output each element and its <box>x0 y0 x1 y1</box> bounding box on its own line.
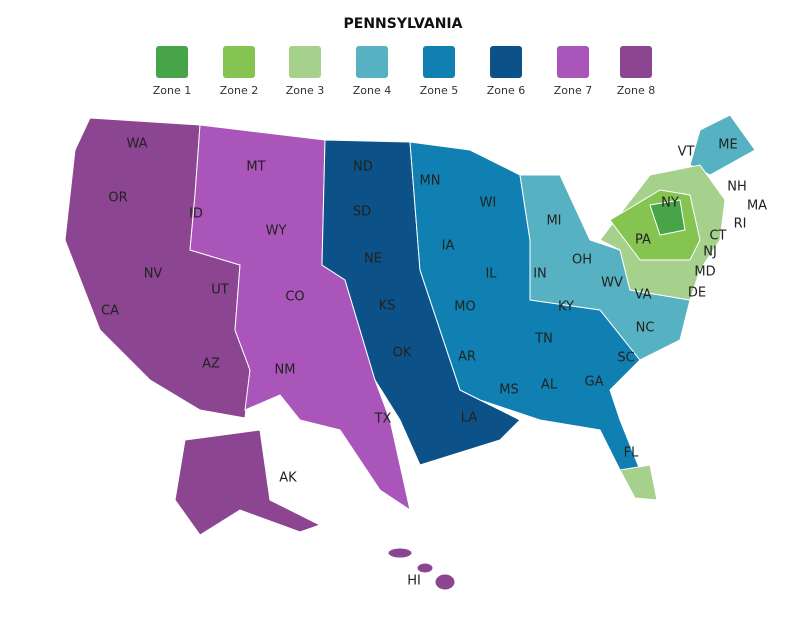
state-label: MT <box>246 160 265 175</box>
state-label: WY <box>266 224 287 239</box>
state-label: CT <box>709 229 726 244</box>
legend-label: Zone 4 <box>353 84 392 97</box>
zone-region <box>387 547 413 559</box>
state-label: GA <box>585 375 604 390</box>
zone-region <box>519 174 691 361</box>
state-label: NM <box>275 363 296 378</box>
state-label: OR <box>108 191 127 206</box>
state-label: IA <box>442 239 455 254</box>
state-label: NV <box>144 267 163 282</box>
state-label: HI <box>407 574 421 589</box>
state-label: SD <box>353 205 371 220</box>
legend-swatch <box>490 46 522 78</box>
state-label: LA <box>461 411 478 426</box>
state-label: DE <box>688 286 706 301</box>
state-label: ND <box>353 160 373 175</box>
state-label: WA <box>126 137 147 152</box>
state-label: TX <box>374 412 392 427</box>
zone-region <box>174 429 322 536</box>
state-label: MA <box>747 199 767 214</box>
state-label: MN <box>420 174 441 189</box>
zone-region <box>416 562 434 574</box>
state-label: MI <box>546 214 561 229</box>
state-label: NJ <box>703 245 717 260</box>
map-title: PENNSYLVANIA <box>344 16 463 32</box>
zone-region <box>689 114 756 176</box>
state-label: CO <box>285 290 304 305</box>
state-label: WV <box>601 276 623 291</box>
zone-region <box>619 464 658 501</box>
state-label: NE <box>364 252 382 267</box>
legend-swatch <box>156 46 188 78</box>
legend-swatch <box>557 46 589 78</box>
legend-swatch <box>289 46 321 78</box>
state-label: FL <box>624 446 639 461</box>
legend-swatch <box>620 46 652 78</box>
state-label: NC <box>636 321 655 336</box>
state-label: AR <box>458 350 476 365</box>
state-label: IN <box>533 267 547 282</box>
state-label: MD <box>694 265 715 280</box>
state-label: NH <box>727 180 747 195</box>
legend-label: Zone 8 <box>617 84 656 97</box>
state-label: PA <box>635 233 651 248</box>
legend-label: Zone 1 <box>153 84 192 97</box>
zone-region <box>434 573 456 591</box>
state-label: MO <box>454 300 475 315</box>
legend-label: Zone 5 <box>420 84 459 97</box>
state-label: VA <box>635 288 652 303</box>
legend-label: Zone 6 <box>487 84 526 97</box>
legend-swatch <box>356 46 388 78</box>
state-label: UT <box>211 283 229 298</box>
state-label: NY <box>661 196 679 211</box>
state-label: OK <box>393 346 412 361</box>
legend-label: Zone 3 <box>286 84 325 97</box>
state-label: OH <box>572 253 592 268</box>
state-label: TN <box>534 332 553 347</box>
state-label: KY <box>558 300 574 315</box>
state-label: WI <box>480 196 497 211</box>
state-label: VT <box>678 145 695 160</box>
legend-label: Zone 7 <box>554 84 593 97</box>
state-label: CA <box>101 304 119 319</box>
state-label: AZ <box>202 357 220 372</box>
state-label: SC <box>617 351 634 366</box>
legend-swatch <box>423 46 455 78</box>
state-label: KS <box>379 299 396 314</box>
state-label: ID <box>189 207 203 222</box>
state-label: MS <box>499 383 518 398</box>
state-label: ME <box>718 138 737 153</box>
state-label: AL <box>541 378 558 393</box>
state-label: AK <box>279 471 297 486</box>
legend-swatch <box>223 46 255 78</box>
state-label: IL <box>485 267 497 282</box>
legend-label: Zone 2 <box>220 84 259 97</box>
state-label: RI <box>734 217 747 232</box>
zone-region <box>649 199 686 236</box>
